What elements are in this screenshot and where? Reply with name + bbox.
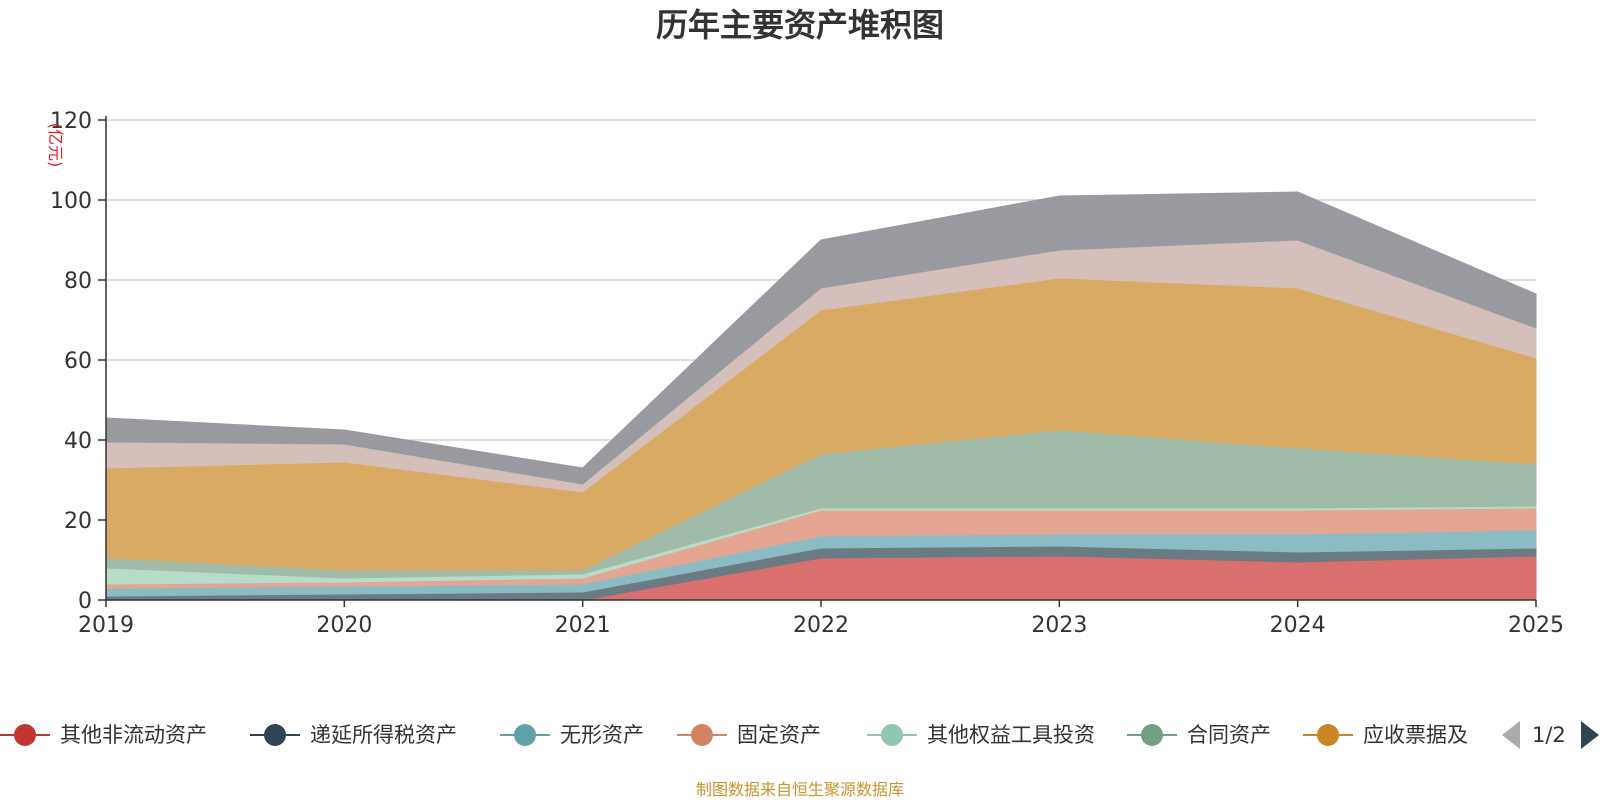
legend-item-2[interactable]: 无形资产: [500, 723, 644, 747]
chart-title: 历年主要资产堆积图: [656, 6, 944, 44]
y-tick-label-60: 60: [64, 349, 92, 374]
y-tick-label-20: 20: [64, 509, 92, 534]
y-tick-label-80: 80: [64, 269, 92, 294]
legend-marker-1: [264, 724, 286, 746]
legend-marker-6: [1317, 724, 1339, 746]
stacked-areas: [105, 191, 1537, 601]
legend-label-2: 无形资产: [560, 723, 644, 747]
x-tick-label-2019: 2019: [78, 613, 134, 638]
y-tick-label-120: 120: [50, 109, 92, 134]
legend-label-3: 固定资产: [737, 723, 821, 747]
legend-marker-2: [514, 724, 536, 746]
x-tick-label-2023: 2023: [1031, 613, 1087, 638]
y-tick-label-100: 100: [50, 189, 92, 214]
legend-pager: 1/2: [1502, 721, 1599, 749]
legend-label-0: 其他非流动资产: [60, 723, 207, 747]
legend-label-4: 其他权益工具投资: [927, 723, 1095, 747]
legend-marker-3: [691, 724, 713, 746]
y-tick-label-0: 0: [78, 589, 92, 614]
legend-item-4[interactable]: 其他权益工具投资: [867, 723, 1095, 747]
legend: 其他非流动资产 递延所得税资产 无形资产 固定资产 其他权益工具投资 合同资产 应收票据及: [0, 723, 1468, 747]
legend-marker-4: [881, 724, 903, 746]
legend-label-5: 合同资产: [1187, 723, 1271, 747]
legend-item-3[interactable]: 固定资产: [677, 723, 821, 747]
legend-item-1[interactable]: 递延所得税资产: [250, 723, 457, 747]
x-tick-label-2022: 2022: [793, 613, 849, 638]
legend-item-0[interactable]: 其他非流动资产: [0, 723, 207, 747]
legend-prev-arrow-icon[interactable]: [1502, 721, 1520, 749]
legend-item-5[interactable]: 合同资产: [1127, 723, 1271, 747]
x-tick-label-2025: 2025: [1508, 613, 1564, 638]
data-source-note: 制图数据来自恒生聚源数据库: [696, 780, 904, 799]
legend-next-arrow-icon[interactable]: [1581, 721, 1599, 749]
y-tick-label-40: 40: [64, 429, 92, 454]
y-axis-unit-label: (亿元): [46, 123, 65, 168]
legend-marker-0: [14, 724, 36, 746]
legend-item-6[interactable]: 应收票据及: [1303, 723, 1468, 747]
x-tick-label-2020: 2020: [316, 613, 372, 638]
axes: 0 20 40 60 80 100 120 2019 2020 2021 2022 2023 2024 2…: [50, 109, 1564, 638]
area-series-8: [105, 191, 1537, 485]
legend-marker-5: [1141, 724, 1163, 746]
x-tick-label-2024: 2024: [1270, 613, 1326, 638]
legend-label-1: 递延所得税资产: [310, 723, 457, 747]
legend-page-indicator: 1/2: [1532, 723, 1566, 747]
x-tick-label-2021: 2021: [555, 613, 611, 638]
legend-label-6: 应收票据及: [1363, 723, 1468, 747]
